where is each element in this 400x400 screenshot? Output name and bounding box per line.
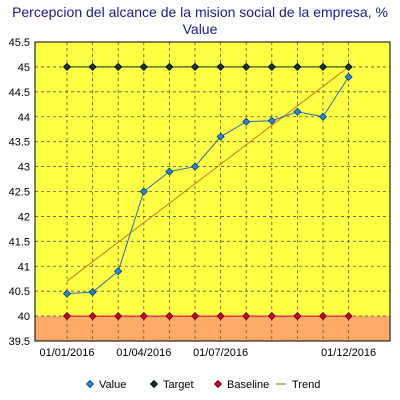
y-tick-label: 43 — [18, 162, 30, 174]
target-point — [318, 62, 328, 71]
chart-title-line1: Percepcion del alcance de la mision soci… — [12, 4, 388, 20]
target-point — [242, 62, 251, 71]
legend-marker-baseline — [213, 379, 223, 389]
chart-title: Percepcion del alcance de la mision soci… — [0, 4, 400, 38]
value-point — [190, 162, 200, 171]
x-tick-label: 01/07/2016 — [193, 347, 248, 359]
y-tick-label: 42.5 — [9, 187, 30, 199]
value-point — [318, 112, 328, 121]
value-point — [88, 288, 97, 297]
target-point — [344, 62, 353, 71]
target-point — [293, 62, 302, 71]
baseline-point — [62, 312, 72, 321]
target-point — [139, 62, 148, 71]
below-baseline-band — [35, 316, 390, 341]
legend-marker-target — [149, 379, 159, 389]
target-point — [190, 62, 200, 71]
y-tick-label: 39.5 — [9, 336, 30, 348]
target-point — [216, 62, 225, 71]
target-point — [62, 62, 72, 71]
value-point — [267, 116, 276, 125]
baseline-point — [242, 312, 251, 321]
y-tick-label: 40.5 — [9, 286, 30, 298]
y-tick-label: 41.5 — [9, 236, 30, 248]
y-tick-label: 44.5 — [9, 87, 30, 99]
x-tick-label: 01/04/2016 — [116, 347, 171, 359]
y-tick-label: 45 — [18, 62, 30, 74]
x-tick-label: 01/12/2016 — [321, 347, 376, 359]
target-point — [267, 62, 276, 71]
value-point — [242, 117, 251, 126]
legend-label-value: Value — [99, 379, 126, 391]
y-tick-label: 44 — [18, 112, 30, 124]
baseline-point — [190, 312, 200, 321]
y-tick-label: 40 — [18, 311, 30, 323]
value-point — [114, 267, 123, 276]
legend-label-trend: Trend — [292, 379, 320, 391]
chart-title-line2: Value — [182, 21, 218, 37]
baseline-point — [344, 312, 353, 321]
baseline-point — [114, 312, 123, 321]
value-point — [344, 72, 353, 81]
baseline-point — [267, 312, 276, 321]
value-point — [139, 187, 148, 196]
baseline-point — [318, 312, 328, 321]
value-line — [66, 76, 350, 295]
y-tick-label: 45.5 — [9, 37, 30, 49]
value-point — [293, 107, 302, 116]
target-point — [88, 62, 97, 71]
baseline-point — [293, 312, 302, 321]
legend-marker-value — [85, 379, 95, 389]
target-point — [165, 62, 174, 71]
value-point — [62, 289, 72, 298]
baseline-point — [216, 312, 225, 321]
baseline-point — [88, 312, 97, 321]
plot-frame — [34, 41, 391, 342]
y-tick-label: 42 — [18, 211, 30, 223]
x-tick-label: 01/01/2016 — [39, 347, 94, 359]
y-tick-label: 43.5 — [9, 137, 30, 149]
legend-label-baseline: Baseline — [227, 379, 269, 391]
trend-line — [66, 66, 349, 282]
baseline-point — [139, 312, 148, 321]
legend-label-target: Target — [163, 379, 194, 391]
value-point — [165, 167, 174, 176]
target-point — [114, 62, 123, 71]
y-tick-label: 41 — [18, 261, 30, 273]
value-point — [216, 132, 225, 141]
baseline-point — [165, 312, 174, 321]
